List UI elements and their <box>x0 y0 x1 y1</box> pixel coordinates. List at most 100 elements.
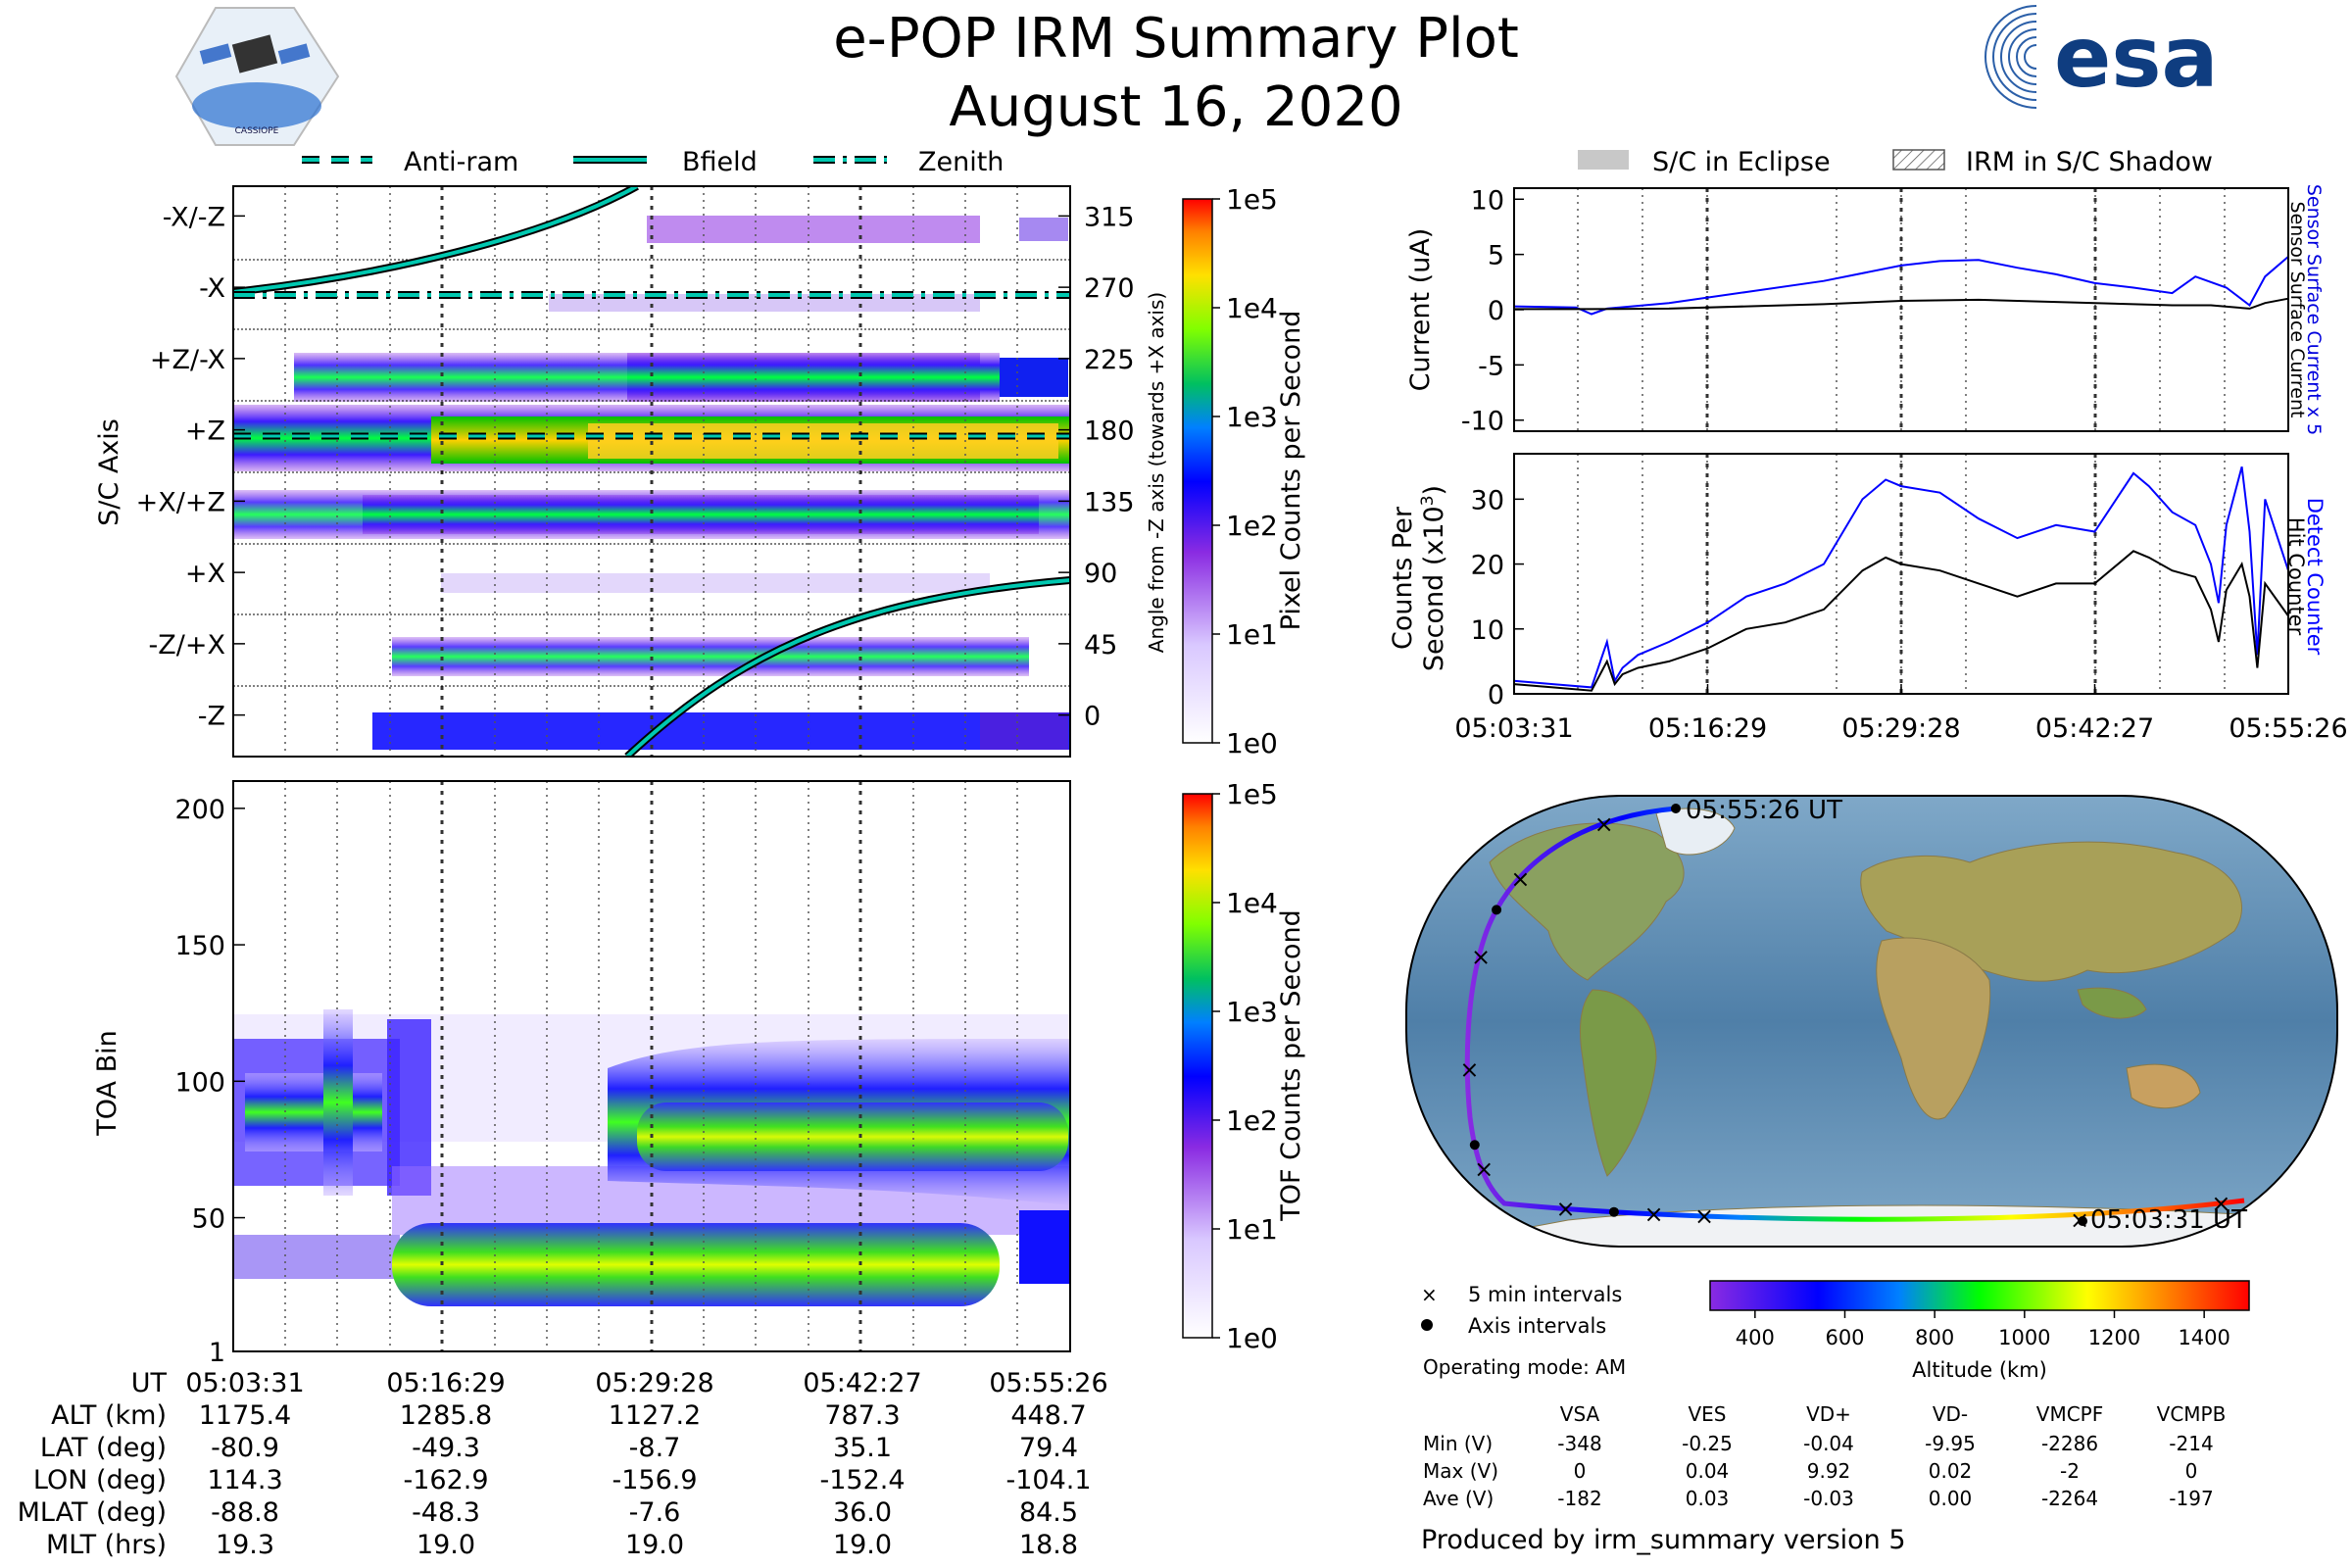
ephem-cell: -152.4 <box>819 1465 905 1495</box>
volt-row-label: Min (V) <box>1423 1432 1493 1455</box>
toa-panel: 200 150 100 50 1 TOA Bin <box>92 780 1071 1368</box>
y-tick-label: 10 <box>1471 185 1504 216</box>
esa-logo-text: esa <box>2054 9 2219 107</box>
angle-tick-label: 0 <box>1084 702 1101 732</box>
ephem-cell: -49.3 <box>412 1433 480 1463</box>
sc-row-label: -Z/+X <box>149 630 225 661</box>
volt-cell: -0.04 <box>1803 1432 1854 1455</box>
five-min-marker: × <box>1594 810 1614 838</box>
colorbar-tick-label: 1e4 <box>1226 887 1278 919</box>
sc-axis-panel: -X/-Z -X +Z/-X +Z +X/+Z +X -Z/+X -Z 315 270 225 18… <box>94 185 1168 758</box>
x-tick-label: 05:42:27 <box>2035 713 2154 744</box>
map-continents <box>1410 808 2333 1247</box>
ephem-cell: -162.9 <box>403 1465 488 1495</box>
legend-shadow: IRM in S/C Shadow <box>1966 147 2213 177</box>
alt-tick-label: 1000 <box>1998 1326 2050 1349</box>
ephem-cell: -156.9 <box>612 1465 697 1495</box>
current-ylabel: Current (uA) <box>1405 228 1436 392</box>
current-panel: 10 5 0 -5 -10 Current (uA) Sensor Surface Cu… <box>1405 184 2325 437</box>
ephem-cell: -7.6 <box>629 1497 681 1528</box>
sc-row-label: +Z/-X <box>150 345 225 375</box>
five-min-marker: × <box>1694 1202 1714 1230</box>
ephem-row-label: MLT (hrs) <box>46 1530 167 1560</box>
eclipse-legend: S/C in Eclipse IRM in S/C Shadow <box>1578 147 2213 177</box>
toa-spectrogram-bands <box>233 1009 1070 1306</box>
volt-cell: -2286 <box>2041 1432 2098 1455</box>
colorbar-tick-label: 1e0 <box>1226 727 1278 760</box>
page-date: August 16, 2020 <box>949 75 1402 139</box>
orbit-end-label: 05:55:26 UT <box>1686 796 1842 825</box>
colorbar-tick-label: 1e1 <box>1226 618 1278 651</box>
ephem-row-label: UT <box>131 1368 168 1398</box>
y-tick-label: -10 <box>1461 407 1504 437</box>
sc-row-label: -X <box>199 273 225 304</box>
ephem-row-label: LAT (deg) <box>40 1433 167 1463</box>
y-tick-label: 0 <box>1488 680 1504 710</box>
ephem-cell: -88.8 <box>211 1497 279 1528</box>
ephem-cell: 787.3 <box>824 1400 900 1431</box>
ephem-cell: 448.7 <box>1010 1400 1086 1431</box>
alt-tick-label: 1400 <box>2178 1326 2230 1349</box>
sc-angle-labels: 315 270 225 180 135 90 45 0 <box>1058 202 1135 732</box>
sc-row-label: +X/+Z <box>136 487 225 517</box>
ephem-cell: 05:29:28 <box>595 1368 713 1398</box>
sc-row-label: -X/-Z <box>163 202 225 232</box>
trace-legend: Anti-ram Bfield Zenith <box>302 147 1004 177</box>
counts-ylabel-line1: Counts Per <box>1388 506 1418 650</box>
tof-colorbar: 1e5 1e4 1e3 1e2 1e1 1e0 TOF Counts per Second <box>1182 778 1306 1354</box>
volt-header: VES <box>1688 1402 1726 1426</box>
orbit-start-label: 05:03:31 UT <box>2090 1205 2247 1235</box>
ephem-cell: 19.3 <box>216 1530 274 1560</box>
angle-tick-label: 135 <box>1084 487 1135 517</box>
toa-y-tick-label: 100 <box>174 1067 225 1098</box>
x-tick-label: 05:29:28 <box>1841 713 1960 744</box>
ephem-cell: 05:55:26 <box>989 1368 1107 1398</box>
ephem-cell: -48.3 <box>412 1497 480 1528</box>
five-min-marker: × <box>1459 1055 1479 1083</box>
ephem-cell: 114.3 <box>207 1465 282 1495</box>
five-min-marker: × <box>1474 1155 1494 1183</box>
volt-cell: -182 <box>1557 1487 1601 1510</box>
esa-logo: esa <box>1984 2 2219 112</box>
toa-y-tick-label: 200 <box>174 795 225 825</box>
legend-five-min: 5 min intervals <box>1468 1283 1622 1306</box>
five-min-marker: × <box>1643 1200 1663 1228</box>
volt-row-label: Ave (V) <box>1423 1487 1494 1510</box>
legend-eclipse: S/C in Eclipse <box>1652 147 1831 177</box>
counts-ylabel-line2: Second (x103) <box>1418 485 1449 671</box>
ephem-cell: 35.1 <box>833 1433 892 1463</box>
sc-row-label: -Z <box>198 702 225 732</box>
axis-interval-marker <box>1608 1206 1619 1217</box>
ephem-cell: 1127.2 <box>609 1400 701 1431</box>
volt-header: VMCPF <box>2036 1402 2103 1426</box>
ephem-row-label: ALT (km) <box>51 1400 167 1431</box>
ephem-cell: -80.9 <box>211 1433 279 1463</box>
volt-cell: -348 <box>1557 1432 1601 1455</box>
operating-mode: Operating mode: AM <box>1423 1355 1626 1379</box>
counts-right-label-black: Hit Counter <box>2284 517 2308 636</box>
ephem-cell: 19.0 <box>833 1530 892 1560</box>
ephem-cell: 84.5 <box>1019 1497 1078 1528</box>
sc-axis-frame <box>232 185 1071 758</box>
volt-cell: -197 <box>2169 1487 2213 1510</box>
counts-panel: 0 10 20 30 05:03:31 05:16:29 05:29:28 05:42:27… <box>1388 453 2348 744</box>
orbit-map: × × × × × × × × × 05:55:26 UT 05:03:31 UT <box>1405 795 2338 1248</box>
sc-axis-right-ylabel: Angle from -Z axis (towards +X axis) <box>1145 292 1168 653</box>
colorbar-tick-label: 1e0 <box>1226 1322 1278 1354</box>
angle-tick-label: 180 <box>1084 416 1135 447</box>
ephem-cell: 05:03:31 <box>185 1368 304 1398</box>
toa-y-ticks: 200 150 100 50 1 <box>174 795 245 1368</box>
colorbar-tick-label: 1e3 <box>1226 401 1278 433</box>
y-tick-label: 5 <box>1488 241 1504 271</box>
angle-tick-label: 90 <box>1084 559 1117 589</box>
sc-row-label: +X <box>185 559 225 589</box>
angle-tick-label: 270 <box>1084 273 1135 304</box>
five-min-marker-icon: × <box>1421 1283 1438 1306</box>
ephem-row-label: MLAT (deg) <box>18 1497 167 1528</box>
volt-header: VSA <box>1560 1402 1600 1426</box>
volt-cell: 0 <box>1574 1459 1587 1483</box>
axis-interval-marker <box>1492 905 1502 915</box>
volt-cell: -2264 <box>2041 1487 2098 1510</box>
orbit-end-marker <box>1671 804 1681 813</box>
